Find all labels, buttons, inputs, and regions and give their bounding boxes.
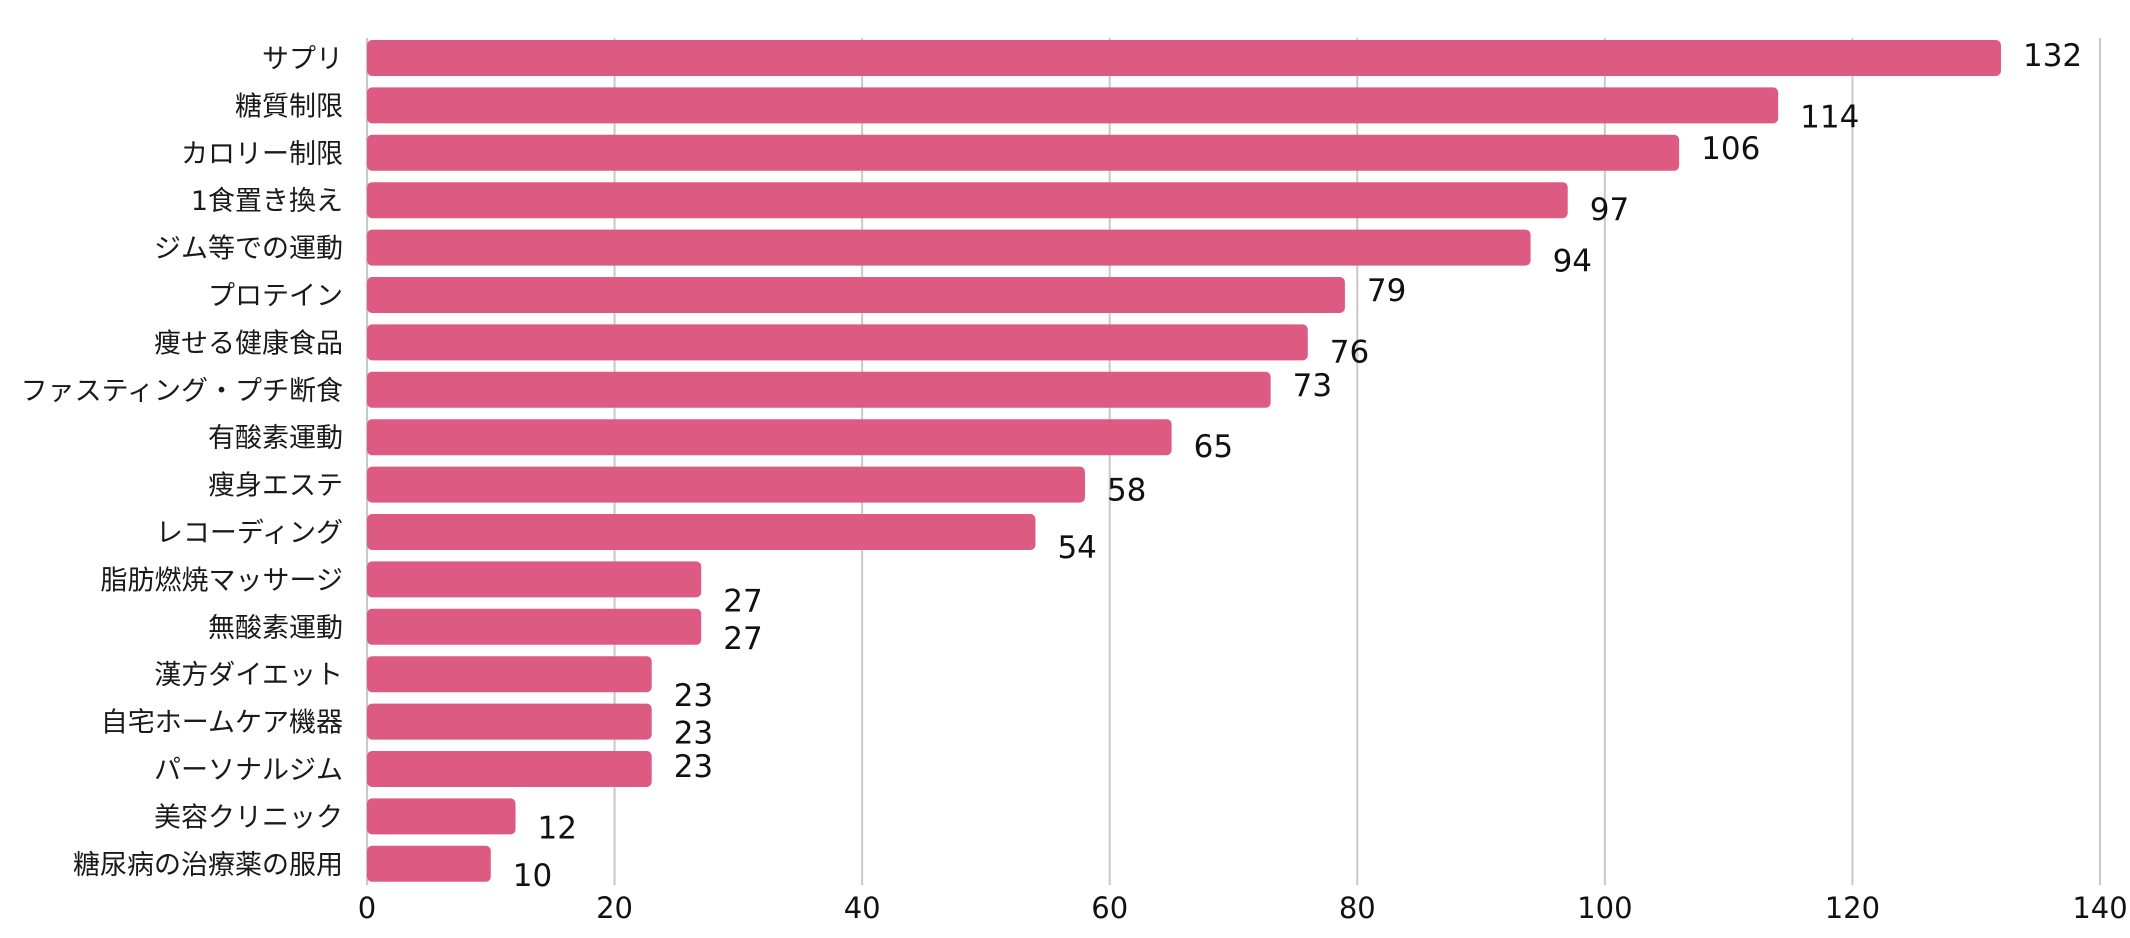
value-label: 97 [1590,192,1629,228]
bar [367,419,1172,456]
category-label: 有酸素運動 [208,423,343,454]
category-label: 痩せる健康食品 [154,328,343,359]
category-label: 痩身エステ [208,471,343,502]
bar [367,656,652,693]
bar [367,466,1085,503]
x-tick-label: 0 [358,891,376,925]
bar [367,703,652,740]
category-label: 自宅ホームケア機器 [101,708,343,739]
category-label: 漢方ダイエット [154,660,343,691]
x-axis-tick-labels: 0 20 40 60 80 100 120 140 [358,891,2128,925]
value-label: 132 [2023,38,2082,74]
value-label: 73 [1293,368,1332,404]
x-tick-label: 80 [1339,891,1376,925]
value-label: 106 [1701,131,1760,167]
x-tick-label: 60 [1091,891,1128,925]
bar [367,40,2001,76]
bar [367,608,702,645]
value-label: 54 [1057,530,1096,566]
value-label: 27 [723,583,762,619]
bar [367,182,1568,219]
grid-lines [366,38,2101,885]
value-label: 23 [674,749,713,785]
category-label: 無酸素運動 [208,613,343,644]
category-label: ジム等での運動 [154,234,343,265]
category-label: カロリー制限 [181,139,343,170]
bar [367,229,1531,266]
bar [367,751,652,787]
value-label: 58 [1107,473,1146,509]
bar [367,87,1779,124]
value-label: 65 [1194,429,1233,465]
bar [367,561,702,598]
bar [367,845,491,882]
category-label: サプリ [262,44,343,75]
category-label: 糖尿病の治療薬の服用 [73,850,343,881]
value-label: 114 [1800,99,1859,135]
category-label: 糖質制限 [235,91,343,122]
x-tick-label: 120 [1825,891,1880,925]
bar [367,514,1036,550]
category-label: 1食置き換え [191,186,343,217]
value-label: 10 [513,858,552,894]
category-label: プロテイン [208,281,343,312]
category-label: 美容クリニック [154,802,343,833]
value-label: 12 [538,810,577,846]
x-tick-label: 40 [844,891,881,925]
category-label: 脂肪燃焼マッサージ [101,565,343,596]
bar [367,134,1680,171]
category-label: パーソナルジム [154,755,343,786]
value-label: 23 [674,716,713,752]
value-label: 27 [723,621,762,657]
value-label: 76 [1330,334,1369,370]
bar [367,277,1345,313]
category-label: レコーディング [156,518,343,549]
x-tick-label: 100 [1577,891,1632,925]
bars [367,40,2001,882]
bar [367,798,516,835]
bar [367,324,1308,361]
x-tick-label: 20 [596,891,633,925]
category-label: ファスティング・プチ断食 [21,376,343,407]
value-label: 79 [1367,273,1406,309]
value-label: 23 [674,678,713,714]
bar [367,371,1271,408]
value-label: 94 [1553,244,1592,280]
x-tick-label: 140 [2072,891,2127,925]
